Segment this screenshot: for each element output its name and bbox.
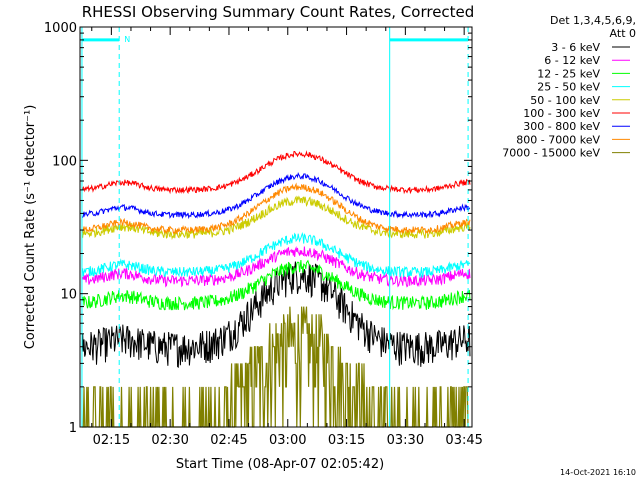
x-tick-label: 03:30 [387, 433, 424, 448]
series-100-300-kev [81, 150, 471, 195]
series-trace [82, 182, 471, 235]
legend-entry: 100 - 300 keV [523, 107, 630, 120]
legend-label: 50 - 100 keV [530, 94, 600, 107]
x-tick-label: 03:15 [328, 433, 365, 448]
series-trace [81, 246, 471, 288]
series-trace [82, 171, 471, 220]
legend-entry: 50 - 100 keV [530, 94, 630, 107]
legend-label: 25 - 50 keV [537, 81, 600, 94]
legend-entry: 300 - 800 keV [523, 120, 630, 133]
legend-entry: 25 - 50 keV [537, 81, 630, 94]
legend-label: 7000 - 15000 keV [502, 147, 600, 160]
series-trace [81, 150, 471, 195]
y-tick-label: 1 [69, 421, 77, 436]
annotation-layer: N [81, 27, 469, 427]
legend-label: 800 - 7000 keV [516, 133, 600, 146]
series-50-100-kev [81, 195, 471, 241]
legend-label: 12 - 25 keV [537, 67, 600, 80]
plot-frame [79, 26, 473, 428]
legend-entry: 6 - 12 keV [544, 54, 630, 67]
series-6-12-kev [81, 246, 471, 288]
y-tick-label: 10 [60, 288, 77, 303]
y-tick-label: 1000 [44, 21, 77, 36]
chart-title: RHESSI Observing Summary Count Rates, Co… [82, 3, 475, 21]
legend-label: 6 - 12 keV [544, 54, 600, 67]
axes-layer: 02:15 02:30 02:45 03:00 03:15 03:30 03:45 1 10 10… [44, 21, 483, 448]
series-300-800-kev [82, 171, 471, 220]
legend-label: 3 - 6 keV [551, 41, 600, 54]
series-25-50-kev [81, 231, 471, 279]
y-axis-label: Corrected Count Rate (s⁻¹ detector⁻¹) [23, 105, 38, 350]
series-7000-15000-kev [82, 306, 470, 428]
series-trace [82, 306, 470, 428]
series-12-25-kev [81, 259, 471, 311]
series-trace [81, 259, 471, 311]
x-tick-label: 02:30 [151, 433, 188, 448]
legend-header: Det 1,3,4,5,6,9, [550, 14, 636, 27]
legend-label: 300 - 800 keV [523, 120, 600, 133]
x-axis-label: Start Time (08-Apr-07 02:05:42) [176, 457, 384, 472]
annotation-bar-label: N [124, 35, 130, 44]
series-3-6-kev [81, 261, 471, 369]
series-layer [81, 150, 471, 428]
legend-entry: 12 - 25 keV [537, 67, 630, 80]
legend-label: 100 - 300 keV [523, 107, 600, 120]
legend-entry: 7000 - 15000 keV [502, 147, 630, 160]
y-tick-label: 100 [52, 154, 77, 169]
footer-timestamp: 14-Oct-2021 16:10 [560, 468, 636, 477]
legend-header: Att 0 [610, 27, 636, 40]
legend-entry: 800 - 7000 keV [516, 133, 630, 146]
x-tick-label: 02:15 [93, 433, 130, 448]
x-tick-label: 02:45 [210, 433, 247, 448]
series-800-7000-kev [82, 182, 471, 235]
series-trace [81, 195, 471, 241]
x-tick-label: 03:00 [269, 433, 306, 448]
legend-entry: 3 - 6 keV [551, 41, 630, 54]
series-trace [81, 231, 471, 279]
x-tick-label: 03:45 [445, 433, 482, 448]
series-trace [81, 261, 471, 369]
